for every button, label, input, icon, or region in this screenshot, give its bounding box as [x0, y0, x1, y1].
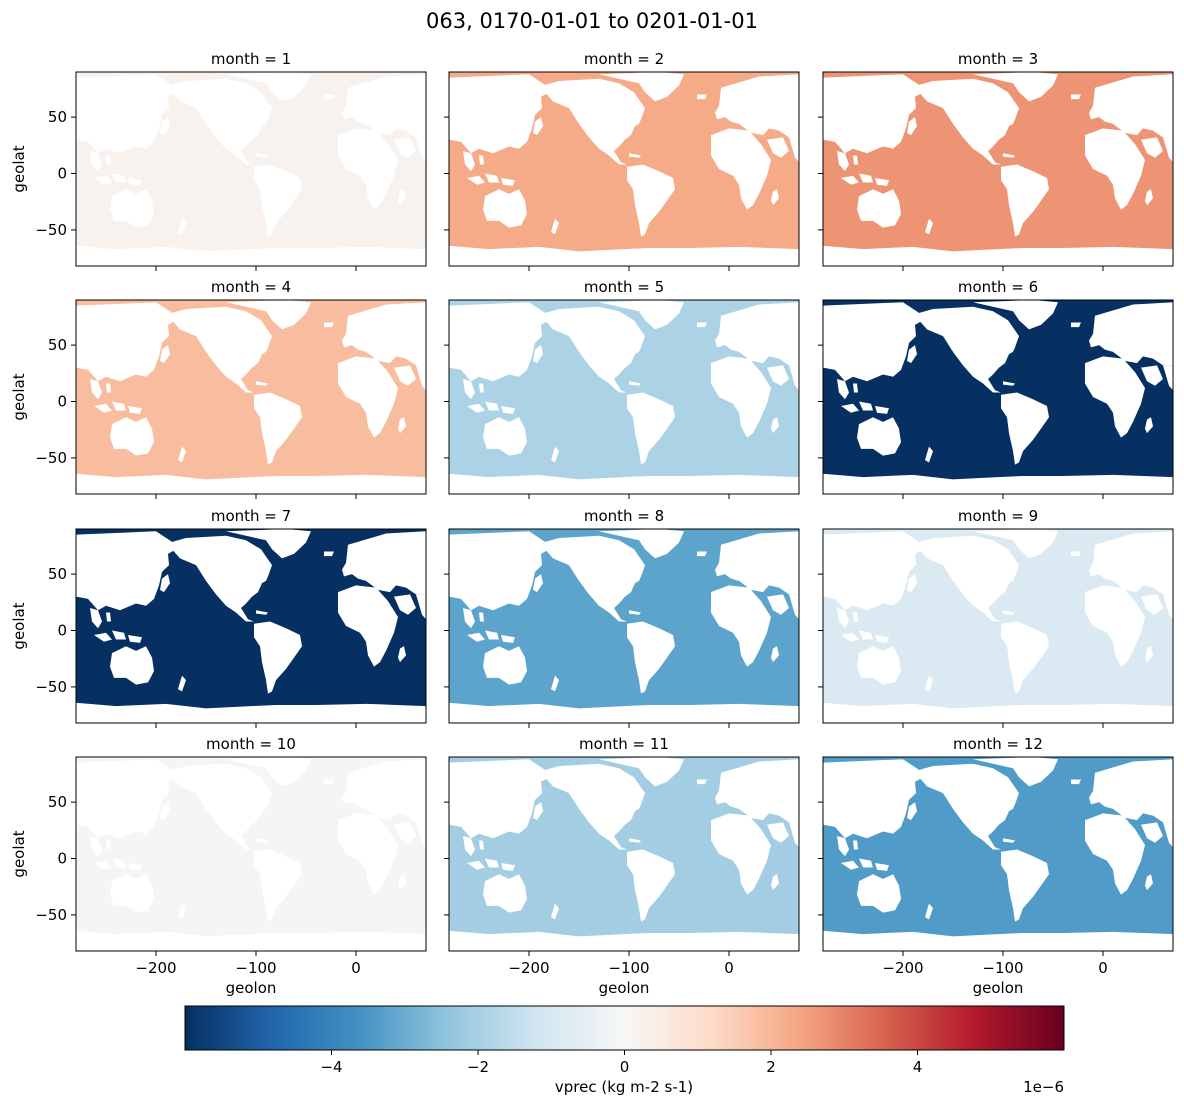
y-axis-label: geolat — [10, 145, 28, 192]
panel-title: month = 11 — [579, 735, 669, 753]
y-tick-label: 50 — [48, 336, 67, 354]
panel-title: month = 7 — [211, 507, 291, 525]
panel-title: month = 2 — [584, 50, 664, 68]
colorbar-tick-label: 0 — [620, 1058, 630, 1076]
colorbar-tick-label: 4 — [913, 1058, 923, 1076]
y-tick-label: −50 — [35, 221, 67, 239]
panels: month = 1 −50 0 50 geolat month = 2 month = 3 m… — [10, 50, 1174, 997]
axes-frame — [822, 71, 1174, 267]
panel-title: month = 5 — [584, 278, 664, 296]
panel-month-5: month = 5 — [444, 278, 800, 499]
panel-month-6: month = 6 — [818, 278, 1174, 499]
panel-month-8: month = 8 — [444, 507, 800, 728]
panel-month-2: month = 2 — [444, 50, 800, 271]
x-tick-label: −200 — [508, 959, 549, 977]
colorbar-label: vprec (kg m-2 s-1) — [555, 1078, 693, 1096]
panel-month-1: month = 1 −50 0 50 geolat — [10, 50, 427, 271]
y-tick-label: −50 — [35, 449, 67, 467]
y-tick-label: 50 — [48, 565, 67, 583]
axes-frame — [822, 299, 1174, 495]
axes-frame — [75, 299, 427, 495]
x-axis-label: geolon — [599, 979, 650, 997]
panel-title: month = 4 — [211, 278, 291, 296]
y-tick-label: −50 — [35, 906, 67, 924]
y-axis-label: geolat — [10, 602, 28, 649]
x-tick-label: −100 — [608, 959, 649, 977]
panel-title: month = 10 — [206, 735, 296, 753]
y-axis-label: geolat — [10, 830, 28, 877]
colorbar-tick-label: 2 — [766, 1058, 776, 1076]
axes-frame — [448, 756, 800, 952]
axes-frame — [75, 756, 427, 952]
figure-title: 063, 0170-01-01 to 0201-01-01 — [426, 9, 758, 33]
y-tick-label: 50 — [48, 793, 67, 811]
axes-frame — [75, 528, 427, 724]
axes-frame — [75, 71, 427, 267]
panel-month-3: month = 3 — [818, 50, 1174, 271]
y-tick-label: 0 — [57, 622, 67, 640]
axes-frame — [448, 71, 800, 267]
panel-title: month = 9 — [958, 507, 1038, 525]
axes-frame — [822, 756, 1174, 952]
y-tick-label: 0 — [57, 850, 67, 868]
axes-frame — [448, 528, 800, 724]
x-tick-label: −100 — [235, 959, 276, 977]
x-tick-label: 0 — [724, 959, 734, 977]
colorbar-offset-label: 1e−6 — [1023, 1078, 1064, 1096]
colorbar-gradient — [184, 1005, 1065, 1051]
x-tick-label: −200 — [135, 959, 176, 977]
panel-month-10: month = 10 −50 0 50 −200 −100 0 geolat geolon — [10, 735, 427, 997]
y-tick-label: 0 — [57, 393, 67, 411]
x-tick-label: −200 — [882, 959, 923, 977]
panel-month-12: month = 12 −200 −100 0 geolon — [818, 735, 1174, 997]
colorbar-tick-label: −4 — [320, 1058, 342, 1076]
y-tick-label: 0 — [57, 165, 67, 183]
x-tick-label: −100 — [982, 959, 1023, 977]
colorbar: −4 −2 0 2 4 vprec (kg m-2 s-1) 1e−6 — [184, 1005, 1065, 1096]
panel-month-11: month = 11 −200 −100 0 geolon — [444, 735, 800, 997]
panel-title: month = 1 — [211, 50, 291, 68]
y-axis-label: geolat — [10, 373, 28, 420]
x-axis-label: geolon — [226, 979, 277, 997]
panel-month-9: month = 9 — [818, 507, 1174, 728]
panel-title: month = 12 — [953, 735, 1043, 753]
axes-frame — [448, 299, 800, 495]
y-tick-label: −50 — [35, 678, 67, 696]
panel-title: month = 8 — [584, 507, 664, 525]
x-tick-label: 0 — [1098, 959, 1108, 977]
y-tick-label: 50 — [48, 108, 67, 126]
panel-title: month = 6 — [958, 278, 1038, 296]
x-tick-label: 0 — [351, 959, 361, 977]
panel-title: month = 3 — [958, 50, 1038, 68]
panel-month-4: month = 4 −50 0 50 geolat — [10, 278, 427, 499]
x-axis-label: geolon — [973, 979, 1024, 997]
colorbar-tick-label: −2 — [467, 1058, 489, 1076]
axes-frame — [822, 528, 1174, 724]
panel-month-7: month = 7 −50 0 50 geolat — [10, 507, 427, 728]
